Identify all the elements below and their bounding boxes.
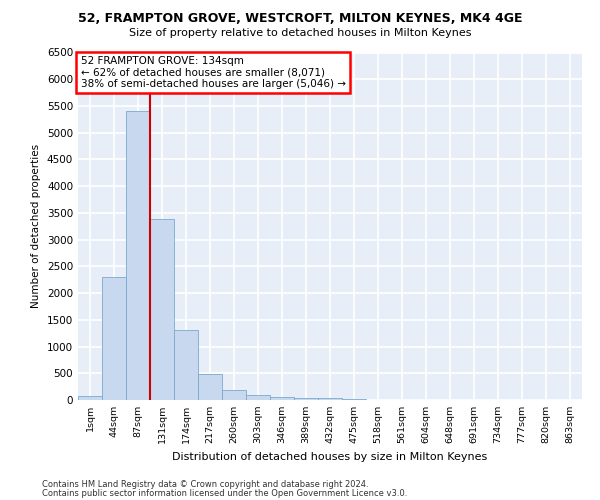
Y-axis label: Number of detached properties: Number of detached properties — [31, 144, 41, 308]
Bar — [222, 390, 246, 400]
Text: Size of property relative to detached houses in Milton Keynes: Size of property relative to detached ho… — [129, 28, 471, 38]
Bar — [246, 395, 270, 400]
Bar — [198, 374, 222, 400]
Text: Contains HM Land Registry data © Crown copyright and database right 2024.: Contains HM Land Registry data © Crown c… — [42, 480, 368, 489]
Bar — [102, 277, 126, 400]
Bar — [342, 399, 366, 400]
Bar — [174, 330, 198, 400]
Bar — [126, 112, 150, 400]
Bar — [150, 220, 174, 400]
Text: 52, FRAMPTON GROVE, WESTCROFT, MILTON KEYNES, MK4 4GE: 52, FRAMPTON GROVE, WESTCROFT, MILTON KE… — [78, 12, 522, 26]
Bar — [318, 398, 342, 400]
Text: Contains public sector information licensed under the Open Government Licence v3: Contains public sector information licen… — [42, 488, 407, 498]
Bar — [294, 398, 318, 400]
Bar — [270, 398, 294, 400]
X-axis label: Distribution of detached houses by size in Milton Keynes: Distribution of detached houses by size … — [172, 452, 488, 462]
Text: 52 FRAMPTON GROVE: 134sqm
← 62% of detached houses are smaller (8,071)
38% of se: 52 FRAMPTON GROVE: 134sqm ← 62% of detac… — [80, 56, 346, 89]
Bar — [78, 396, 102, 400]
